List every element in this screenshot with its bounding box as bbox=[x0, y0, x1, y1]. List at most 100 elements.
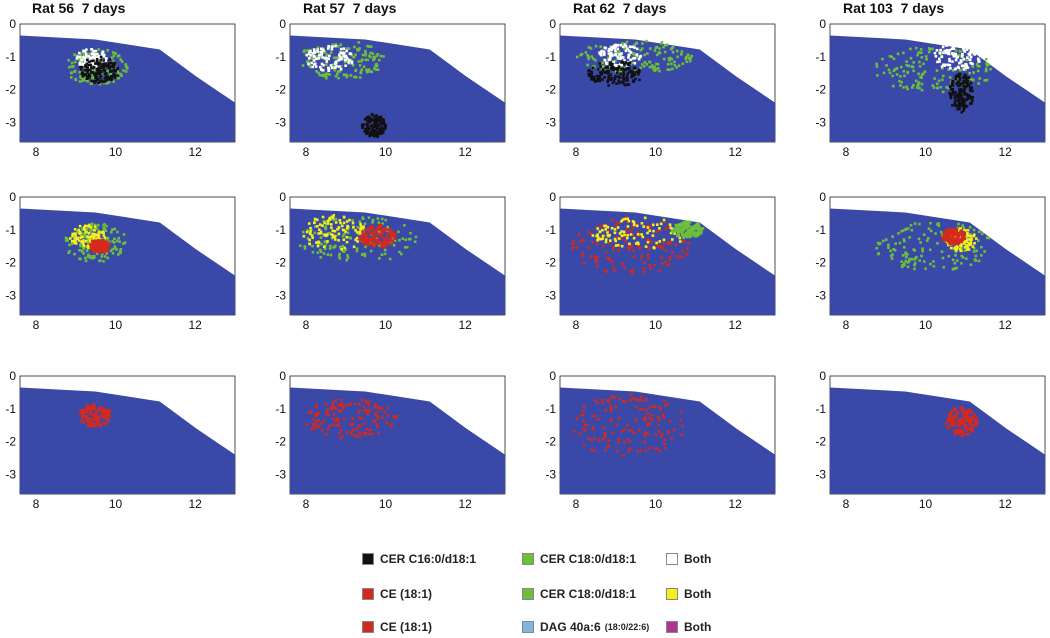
data-point bbox=[345, 49, 348, 53]
data-point bbox=[338, 252, 341, 256]
data-point bbox=[626, 72, 630, 76]
data-point bbox=[609, 61, 612, 65]
data-point bbox=[627, 56, 630, 59]
data-point bbox=[334, 217, 338, 221]
data-point bbox=[365, 427, 368, 431]
data-point bbox=[656, 243, 660, 247]
data-point bbox=[598, 79, 601, 82]
data-point bbox=[94, 225, 97, 228]
data-point bbox=[955, 74, 958, 77]
data-point bbox=[660, 42, 663, 45]
data-point bbox=[315, 241, 318, 244]
data-point bbox=[688, 221, 692, 224]
data-point bbox=[91, 418, 95, 422]
data-point bbox=[942, 63, 945, 67]
data-point bbox=[371, 52, 375, 56]
data-point bbox=[377, 132, 381, 135]
data-point bbox=[369, 132, 373, 136]
data-point bbox=[112, 51, 115, 54]
data-point bbox=[302, 234, 306, 238]
data-point bbox=[315, 403, 318, 407]
data-point bbox=[668, 419, 672, 423]
data-point bbox=[696, 225, 700, 229]
data-point bbox=[592, 426, 595, 430]
data-point bbox=[609, 409, 613, 413]
data-point bbox=[939, 48, 942, 52]
data-point bbox=[87, 73, 91, 76]
data-point bbox=[100, 79, 104, 82]
data-point bbox=[685, 221, 689, 225]
data-point bbox=[90, 412, 94, 416]
data-point bbox=[935, 69, 939, 72]
data-point bbox=[953, 261, 957, 265]
data-point bbox=[369, 45, 373, 48]
data-point bbox=[587, 45, 591, 49]
data-point bbox=[306, 237, 310, 240]
data-point bbox=[685, 232, 688, 235]
data-point bbox=[342, 215, 346, 219]
data-point bbox=[964, 426, 967, 430]
data-point bbox=[107, 80, 111, 84]
data-point bbox=[366, 131, 369, 134]
data-point bbox=[376, 410, 380, 414]
data-point bbox=[355, 236, 359, 240]
data-point bbox=[960, 110, 964, 114]
data-point bbox=[607, 58, 611, 62]
data-point bbox=[601, 244, 605, 247]
data-point bbox=[956, 53, 960, 57]
data-point bbox=[333, 68, 337, 72]
data-point bbox=[124, 70, 128, 73]
data-point bbox=[384, 124, 387, 128]
data-point bbox=[85, 238, 89, 241]
data-point bbox=[590, 438, 593, 442]
data-point bbox=[379, 116, 383, 119]
data-point bbox=[373, 122, 377, 126]
data-point bbox=[345, 235, 349, 239]
data-point bbox=[954, 430, 957, 433]
data-point bbox=[658, 269, 662, 272]
data-point bbox=[99, 249, 103, 252]
data-point bbox=[671, 50, 675, 54]
data-point bbox=[606, 231, 609, 234]
data-point bbox=[684, 57, 688, 60]
data-point bbox=[677, 64, 681, 67]
data-point bbox=[605, 251, 608, 254]
data-point bbox=[325, 410, 329, 413]
data-point bbox=[360, 59, 363, 63]
data-point bbox=[383, 227, 387, 231]
data-point bbox=[376, 415, 379, 418]
data-point bbox=[611, 62, 614, 66]
data-point bbox=[961, 224, 965, 227]
data-point bbox=[349, 402, 353, 406]
data-point bbox=[956, 411, 960, 414]
data-point bbox=[946, 243, 950, 247]
data-point bbox=[965, 76, 968, 80]
data-point bbox=[98, 249, 101, 253]
data-point bbox=[578, 240, 582, 243]
data-point bbox=[375, 54, 378, 58]
data-point bbox=[952, 419, 956, 423]
data-point bbox=[312, 427, 315, 431]
data-point bbox=[969, 423, 973, 426]
data-point bbox=[595, 79, 599, 83]
data-point bbox=[624, 240, 628, 243]
data-point bbox=[378, 119, 381, 123]
data-point bbox=[319, 236, 323, 239]
data-point bbox=[376, 225, 380, 229]
data-point bbox=[980, 245, 983, 249]
data-point bbox=[956, 246, 960, 249]
data-point bbox=[398, 250, 401, 254]
data-point bbox=[371, 242, 375, 245]
data-point bbox=[302, 50, 306, 53]
data-point bbox=[970, 417, 974, 420]
data-point bbox=[330, 47, 334, 51]
data-point bbox=[330, 226, 333, 230]
data-point bbox=[626, 221, 629, 224]
data-point bbox=[658, 240, 662, 243]
data-point bbox=[947, 68, 950, 71]
data-point bbox=[959, 60, 963, 64]
data-point bbox=[108, 58, 112, 61]
data-point bbox=[371, 221, 374, 224]
data-point bbox=[609, 407, 613, 410]
data-point bbox=[648, 227, 651, 230]
